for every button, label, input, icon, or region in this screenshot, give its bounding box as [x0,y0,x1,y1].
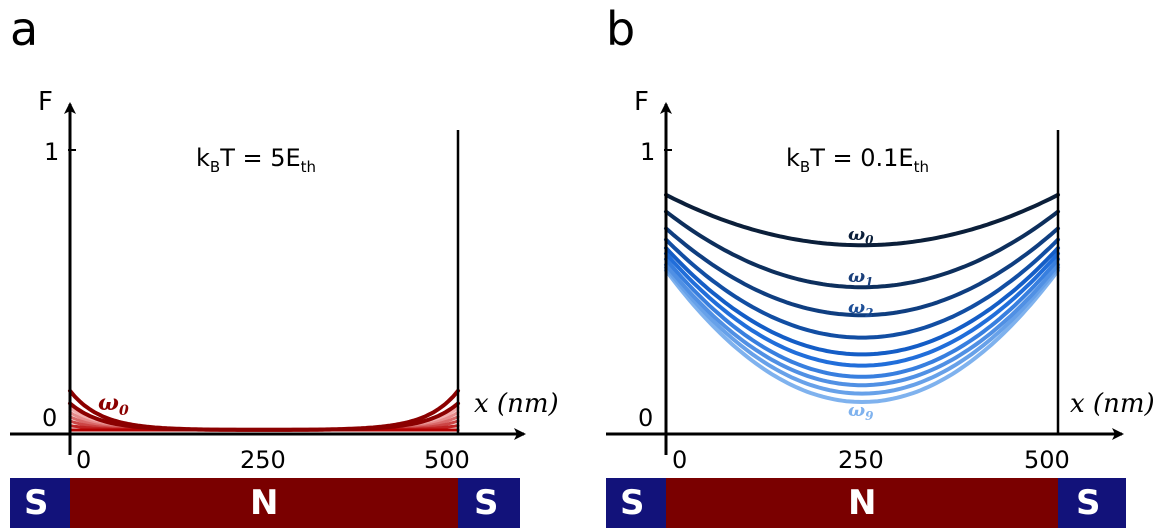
bar-s-left-b [606,478,666,528]
x-tick-label-0-a: 0 [76,446,91,474]
curve-b-series-8 [664,265,1060,396]
y-axis-label-a: F [38,87,53,117]
x-axis-label-a: x (nm) [474,389,559,419]
bar-s-right-a [458,478,520,528]
bar-n-b [666,478,1058,528]
y-tick-label-0-a: 0 [42,404,57,432]
curves-b [664,192,1060,405]
curves-a [68,388,460,432]
curve-b-series-9 [664,268,1060,405]
bar-n-a [70,478,458,528]
curve-b-series-7 [664,262,1060,388]
x-tick-label-500-a: 500 [424,446,470,474]
omega0-label-a: ω0 [98,390,129,419]
curve-b-series-3 [664,237,1060,340]
omega0-label-b: ω0 [848,224,874,247]
panel-letter-a: a [10,2,38,56]
bar-s-right-label-b: S [1076,483,1101,523]
curve-b-series-1 [664,209,1060,290]
y-tick-label-1-b: 1 [640,138,655,166]
bar-s-right-label-a: S [474,483,499,523]
curve-b-series-0 [664,192,1060,248]
bar-s-right-b [1058,478,1126,528]
x-axis-label-b: x (nm) [1070,389,1155,419]
curve-b-series-5 [664,251,1060,368]
temperature-label-b: kBT = 0.1Eth [786,144,929,176]
curve-b-series-2 [664,226,1060,318]
y-tick-label-1-a: 1 [44,138,59,166]
omega2-label-b: ω2 [848,297,874,320]
curve-b-series-4 [664,246,1060,357]
panel-b: b kBT = 0.1Eth F 1 0 x (nm) 0 250 500 ω0… [606,2,1155,528]
x-tick-label-0-b: 0 [672,446,687,474]
bar-n-label-a: N [250,483,278,523]
curve-a-series-1 [68,401,460,432]
temperature-label-a: kBT = 5Eth [196,144,316,176]
bar-n-label-b: N [848,483,876,523]
x-tick-label-250-a: 250 [240,446,286,474]
curve-b-series-6 [664,257,1060,379]
bar-s-left-label-b: S [620,483,645,523]
panel-letter-b: b [606,2,635,56]
bar-s-left-a [10,478,70,528]
omega9-label-b: ω9 [848,400,874,423]
omega1-label-b: ω1 [848,266,874,289]
y-tick-label-0-b: 0 [638,404,653,432]
x-tick-label-500-b: 500 [1024,446,1070,474]
bar-s-left-label-a: S [24,483,49,523]
panel-a: a kBT = 5Eth F 1 0 x (nm) 0 250 500 ω0 S… [10,2,559,528]
x-tick-label-250-b: 250 [838,446,884,474]
y-axis-label-b: F [634,87,649,117]
